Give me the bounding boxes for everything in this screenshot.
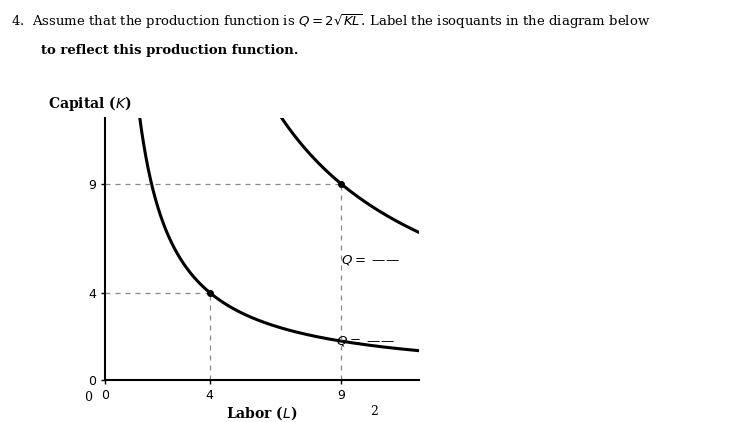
Text: $Q = $ ——: $Q = $ —— (341, 253, 399, 267)
Text: 0: 0 (84, 391, 92, 404)
X-axis label: Labor ($L$): Labor ($L$) (226, 405, 298, 422)
Text: 2: 2 (371, 405, 378, 418)
Text: to reflect this production function.: to reflect this production function. (41, 44, 299, 57)
Text: $Q = $ ——: $Q = $ —— (336, 333, 394, 348)
Text: Capital ($K$): Capital ($K$) (48, 94, 132, 113)
Text: 4.  Assume that the production function is $Q = 2\sqrt{KL}$. Label the isoquants: 4. Assume that the production function i… (11, 13, 651, 32)
